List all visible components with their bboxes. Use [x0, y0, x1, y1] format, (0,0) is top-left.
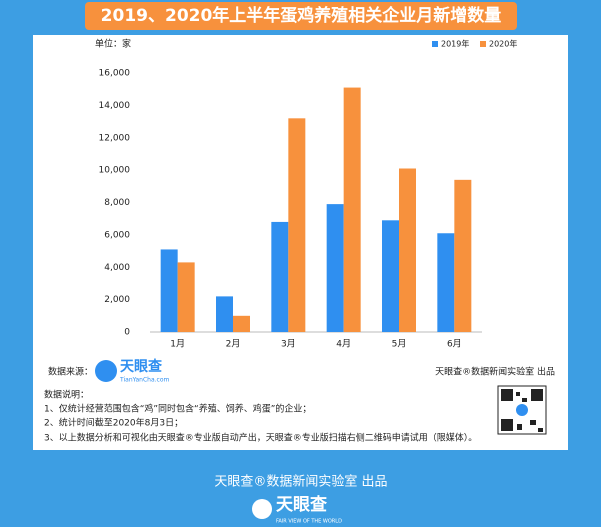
legend-swatch: [432, 41, 438, 47]
bar: [399, 168, 416, 332]
source-logo: 天眼查: [120, 358, 163, 375]
bar: [326, 204, 344, 332]
source-label: 数据来源：: [48, 366, 93, 378]
bar: [382, 220, 399, 332]
x-tick-label: 2月: [226, 339, 241, 350]
note: 2、统计时间截至2020年8月3日；: [44, 417, 183, 429]
title-banner: [85, 2, 517, 30]
card-credit: 天眼查®数据新闻实验室 出品: [435, 366, 555, 378]
x-tick-label: 5月: [392, 339, 407, 350]
bar: [216, 296, 233, 332]
title: 2019、2020年上半年蛋鸡养殖相关企业月新增数量: [101, 5, 502, 26]
bar: [288, 118, 306, 332]
y-tick-label: 2,000: [104, 295, 130, 305]
y-tick-label: 8,000: [104, 198, 130, 208]
source-url: TianYanCha.com: [119, 377, 169, 384]
y-tick-label: 14,000: [99, 101, 131, 111]
bar: [177, 262, 195, 332]
bar: [454, 179, 472, 332]
footer-credit: 天眼查®数据新闻实验室 出品: [214, 474, 387, 490]
y-tick-label: 10,000: [99, 166, 131, 176]
x-tick-label: 4月: [336, 339, 351, 350]
x-tick-label: 1月: [170, 339, 185, 350]
qr-code: [497, 385, 547, 435]
bar: [233, 315, 250, 332]
legend-label: 2019年: [441, 39, 469, 49]
y-tick-label: 4,000: [104, 263, 130, 273]
notes-title: 数据说明：: [44, 389, 89, 401]
source-logo-icon: [95, 360, 117, 382]
unit-label: 单位：家: [95, 38, 131, 50]
note: 3、以上数据分析和可视化由天眼查®专业版自动产出，天眼查®专业版扫描右侧二维码申…: [44, 432, 477, 444]
bar: [271, 221, 289, 332]
x-tick-label: 3月: [281, 339, 296, 350]
footer-logo-icon: [252, 499, 272, 519]
note: 1、仅统计经营范围包含“鸡”同时包含“养殖、饲养、鸡蛋”的企业；: [44, 403, 311, 415]
legend-swatch: [480, 41, 486, 47]
x-tick-label: 6月: [447, 339, 462, 350]
bar: [160, 249, 178, 332]
legend-label: 2020年: [489, 39, 517, 49]
footer-slogan: FAIR VIEW OF THE WORLD: [276, 519, 342, 525]
y-tick-label: 12,000: [99, 133, 131, 143]
y-tick-label: 0: [124, 328, 130, 338]
y-tick-label: 16,000: [99, 69, 131, 79]
bar: [343, 87, 361, 332]
bar: [437, 233, 455, 332]
footer-logo: 天眼查: [276, 494, 328, 515]
y-tick-label: 6,000: [104, 230, 130, 240]
